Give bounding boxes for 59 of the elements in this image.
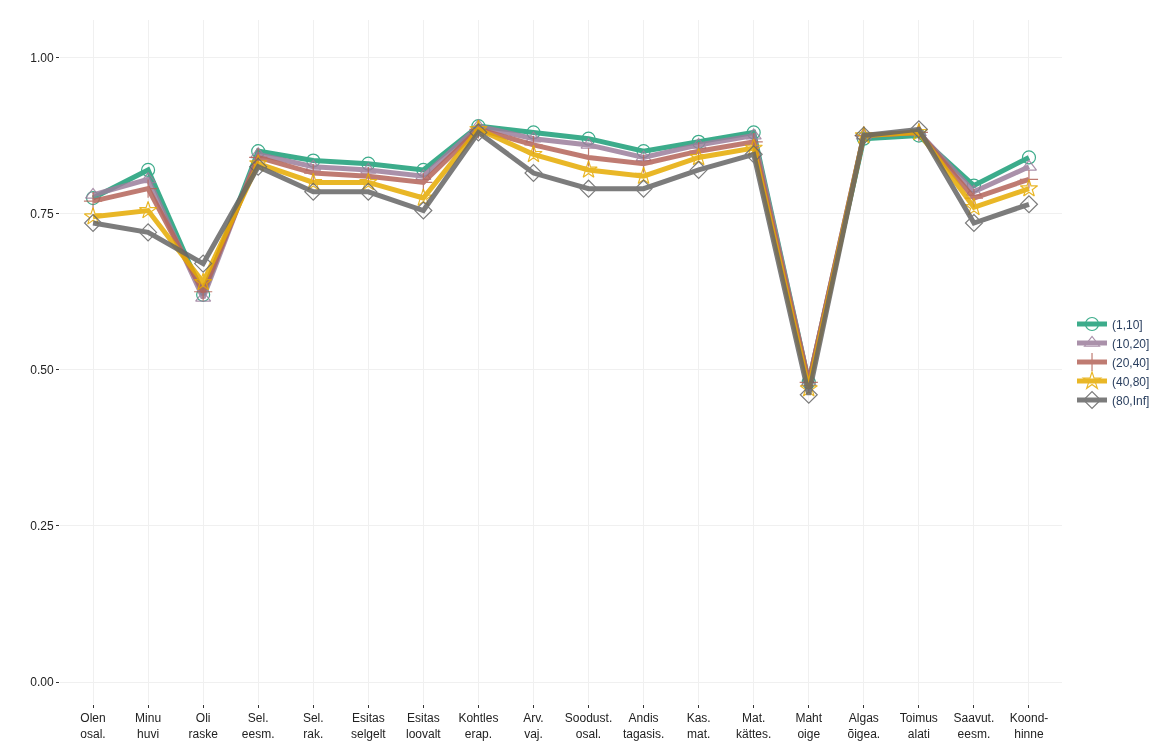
point [304, 182, 323, 201]
y-tick-label: 0.50 [30, 363, 54, 378]
point [1019, 195, 1039, 214]
point [523, 135, 544, 155]
x-tick-label: Koond- hinne [1009, 711, 1049, 741]
point [360, 162, 377, 174]
x-tick-label: Kas. mat. [686, 711, 711, 741]
legend-label: (10,20] [1112, 336, 1150, 351]
x-tick-label: Maht oige [795, 711, 823, 741]
point [634, 179, 653, 198]
point [139, 223, 158, 242]
x-tick-label: Oli raske [188, 711, 219, 741]
x-tick-label: Esitas selgelt [350, 711, 387, 741]
point [744, 145, 763, 164]
x-tick-label: Esitas loovalt [406, 711, 442, 741]
point [635, 150, 652, 162]
point [193, 272, 213, 291]
y-tick-label: 0.75 [30, 206, 54, 221]
legend-label: (80,Inf] [1112, 393, 1150, 408]
x-tick-label: Mat. kättes. [736, 711, 772, 741]
x-tick-label: Arv. vaj. [523, 711, 544, 741]
x-tick-label: Sel. rak. [302, 711, 324, 741]
point [689, 160, 708, 179]
point [524, 163, 543, 183]
point [964, 213, 983, 233]
y-tick-label: 0.25 [30, 519, 54, 534]
x-tick-label: Algas õigea. [847, 711, 881, 741]
point [305, 159, 322, 171]
point [83, 207, 103, 225]
x-tick-label: Toimus alati [899, 711, 938, 741]
point [414, 201, 433, 220]
legend-label: (20,40] [1112, 355, 1150, 370]
point [415, 169, 432, 181]
point [580, 137, 597, 149]
point [1019, 169, 1039, 189]
point [579, 179, 598, 198]
y-tick-label: 0.00 [30, 675, 54, 690]
point [1021, 150, 1037, 165]
point [524, 144, 543, 163]
point [744, 138, 763, 157]
point [359, 182, 378, 201]
x-tick-label: Saavut. eesm. [953, 711, 995, 741]
legend-label: (1,10] [1112, 317, 1143, 332]
point [249, 157, 268, 176]
point [194, 254, 213, 273]
point [138, 200, 158, 219]
point [83, 213, 103, 233]
x-tick-label: Sel. eesm. [241, 711, 275, 741]
x-tick-label: Minu huvi [135, 711, 162, 741]
legend-label: (40,80] [1112, 374, 1150, 389]
x-tick-label: Soodust. osal. [564, 711, 613, 741]
point [1019, 178, 1039, 197]
x-tick-label: Olen osal. [80, 711, 106, 741]
x-tick-label: Kohtles erap. [458, 711, 499, 741]
point [359, 172, 378, 191]
point [525, 131, 542, 143]
y-tick-label: 1.00 [30, 50, 54, 65]
point [141, 162, 156, 178]
x-tick-label: Andis tagasis. [622, 711, 665, 741]
